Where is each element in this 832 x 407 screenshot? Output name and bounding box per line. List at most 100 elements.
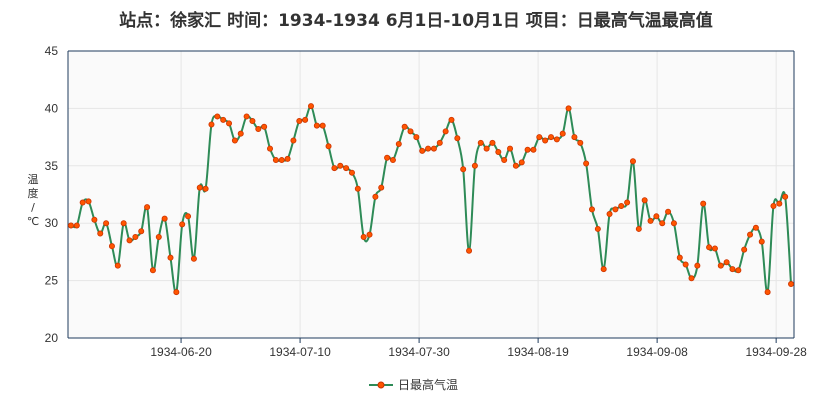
data-point — [588, 206, 595, 213]
data-point — [565, 105, 572, 112]
data-point — [389, 157, 396, 164]
data-point — [220, 116, 227, 123]
data-point — [594, 225, 601, 232]
data-point — [226, 120, 233, 127]
data-point — [132, 233, 139, 240]
data-point — [665, 208, 672, 215]
data-point — [483, 145, 490, 152]
data-point — [577, 139, 584, 146]
data-point — [442, 128, 449, 135]
data-point — [208, 121, 215, 128]
data-point — [735, 267, 742, 274]
data-point — [729, 266, 736, 273]
x-axis-ticks: 1934-06-20 1934-07-10 1934-07-30 1934-08-19… — [150, 338, 807, 359]
data-point — [267, 145, 274, 152]
data-point — [425, 145, 432, 152]
data-point — [507, 145, 514, 152]
data-point — [290, 137, 297, 144]
data-point — [548, 134, 555, 141]
x-tick-label: 1934-09-28 — [745, 345, 807, 359]
data-point — [108, 243, 115, 250]
data-point — [173, 289, 180, 296]
data-point — [407, 128, 414, 135]
data-point — [79, 199, 86, 206]
data-point — [372, 193, 379, 200]
x-tick-label: 1934-07-10 — [269, 345, 331, 359]
data-point — [73, 222, 80, 229]
data-point — [202, 185, 209, 192]
data-point — [752, 224, 759, 231]
data-point — [676, 254, 683, 261]
data-point — [524, 146, 531, 153]
data-point — [97, 230, 104, 237]
data-point — [489, 139, 496, 146]
data-point — [395, 140, 402, 147]
data-point — [255, 126, 262, 133]
data-point — [635, 225, 642, 232]
data-point — [653, 213, 660, 220]
data-point — [185, 213, 192, 220]
data-point — [758, 238, 765, 245]
data-point — [337, 162, 344, 169]
axes — [67, 50, 795, 339]
data-point — [331, 165, 338, 172]
data-point — [179, 221, 186, 228]
legend-label: 日最高气温 — [398, 377, 458, 392]
data-point — [641, 197, 648, 204]
data-point — [706, 244, 713, 251]
data-point — [325, 143, 332, 150]
y-tick-label: 40 — [45, 101, 59, 115]
data-point — [167, 254, 174, 261]
data-point — [600, 266, 607, 273]
x-tick-label: 1934-07-30 — [388, 345, 450, 359]
data-point — [454, 135, 461, 142]
legend-marker-swatch — [377, 381, 385, 389]
data-point — [67, 222, 74, 229]
data-point — [278, 157, 285, 164]
data-point — [149, 267, 156, 274]
data-point — [319, 122, 326, 129]
data-point — [711, 245, 718, 252]
data-point — [542, 137, 549, 144]
data-point — [249, 118, 256, 125]
data-point — [378, 184, 385, 191]
data-point — [466, 247, 473, 254]
data-point — [647, 217, 654, 224]
data-point — [659, 220, 666, 227]
data-point — [618, 202, 625, 209]
data-point — [354, 185, 361, 192]
data-point — [272, 157, 279, 164]
data-point — [343, 165, 350, 172]
data-point — [723, 259, 730, 266]
data-point — [717, 262, 724, 269]
data-point — [430, 145, 437, 152]
data-point — [144, 204, 151, 211]
data-point — [471, 162, 478, 169]
data-point — [788, 281, 795, 288]
data-point — [348, 169, 355, 176]
data-point — [313, 122, 320, 129]
data-point — [512, 162, 519, 169]
y-axis-ticks: 20 25 30 35 40 45 — [45, 44, 59, 345]
data-point — [700, 200, 707, 207]
x-tick-label: 1934-09-08 — [626, 345, 688, 359]
chart-title: 站点：徐家汇 时间：1934-1934 6月1日-10月1日 项目：日最高气温最… — [119, 11, 713, 31]
data-point — [612, 206, 619, 213]
data-point — [91, 216, 98, 223]
data-point — [360, 233, 367, 240]
data-point — [237, 130, 244, 137]
data-point — [401, 123, 408, 130]
data-point — [764, 289, 771, 296]
data-point — [624, 199, 631, 206]
data-point — [155, 233, 162, 240]
data-point — [366, 231, 373, 238]
data-point — [629, 158, 636, 165]
data-point — [214, 113, 221, 120]
data-point — [307, 103, 314, 110]
data-point — [243, 113, 250, 120]
data-point — [261, 123, 268, 130]
legend[interactable]: 日最高气温 — [369, 377, 458, 392]
data-point — [296, 118, 303, 125]
data-points — [67, 103, 795, 296]
